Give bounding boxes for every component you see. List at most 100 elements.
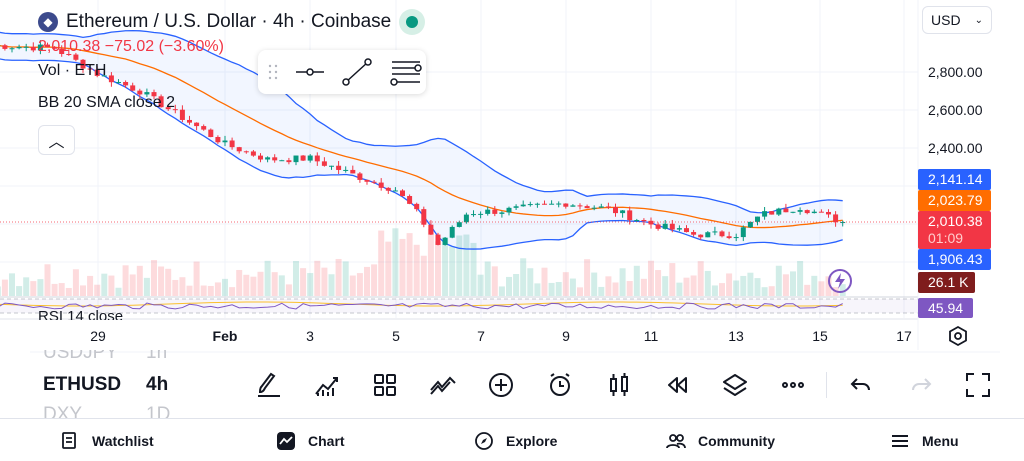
- nav-label: Chart: [308, 432, 345, 449]
- nav-menu[interactable]: Menu: [890, 420, 959, 461]
- candle: [378, 178, 384, 191]
- candle: [506, 206, 512, 216]
- volume-bar: [491, 266, 498, 296]
- candle: [23, 43, 29, 52]
- chart-settings-icon[interactable]: [947, 325, 969, 347]
- add-icon[interactable]: [486, 370, 516, 400]
- volume-bar: [527, 268, 534, 296]
- watchlist-icon: [62, 431, 76, 449]
- volume-bar: [775, 265, 782, 296]
- volume-bar: [122, 265, 129, 296]
- volume-bar: [371, 264, 378, 296]
- collapse-legend-button[interactable]: ︿: [38, 125, 75, 155]
- candle: [45, 42, 50, 48]
- volume-bar: [761, 287, 768, 296]
- horizontal-ray-icon[interactable]: [296, 62, 324, 82]
- candle: [591, 205, 597, 211]
- brush-icon[interactable]: [254, 370, 284, 400]
- watchlist-picker[interactable]: USDJPY 1h ETHUSD 4h DXY 1D: [0, 350, 240, 418]
- candle: [16, 44, 22, 50]
- patterns-icon[interactable]: [428, 370, 458, 400]
- volume-bar: [782, 274, 789, 296]
- legend-volume[interactable]: Vol · ETH: [38, 62, 107, 79]
- parallel-channel-icon[interactable]: [390, 58, 422, 86]
- candle: [392, 187, 398, 192]
- trend-line-icon[interactable]: [342, 58, 372, 86]
- nav-community[interactable]: Community: [666, 420, 775, 461]
- candle: [137, 88, 143, 99]
- indicators-icon[interactable]: [312, 370, 342, 400]
- volume-bar: [229, 287, 236, 296]
- volume-bar: [293, 261, 299, 296]
- volume-bar: [470, 242, 477, 296]
- candle: [563, 203, 569, 209]
- layout-grid-icon[interactable]: [370, 370, 400, 400]
- candle: [350, 165, 356, 174]
- drag-handle-icon[interactable]: [268, 62, 278, 82]
- volume-bar: [300, 268, 307, 296]
- volume-bar: [30, 281, 37, 296]
- volume-bar: [719, 283, 725, 296]
- date-tick: 11: [643, 328, 659, 344]
- volume-bar: [463, 234, 470, 296]
- candle: [101, 72, 107, 77]
- candle: [833, 211, 839, 227]
- replay-icon[interactable]: [662, 370, 692, 400]
- volume-bar: [257, 271, 264, 296]
- undo-icon[interactable]: [846, 370, 876, 400]
- bb-up-line: [0, 29, 843, 214]
- volume-bar: [58, 283, 65, 296]
- nav-watchlist[interactable]: Watchlist: [60, 420, 154, 461]
- candle: [776, 207, 782, 216]
- nav-chart[interactable]: Chart: [276, 420, 345, 461]
- volume-bar: [51, 283, 58, 296]
- candle: [662, 219, 668, 230]
- candle: [471, 210, 476, 217]
- date-tick: 9: [562, 328, 570, 344]
- fullscreen-icon[interactable]: [963, 370, 993, 400]
- volume-bar: [193, 261, 200, 296]
- nav-explore[interactable]: Explore: [474, 420, 557, 461]
- volume-bar: [94, 284, 101, 296]
- candle: [407, 194, 413, 205]
- date-tick: 13: [728, 328, 744, 344]
- volume-bar: [449, 246, 456, 296]
- layers-icon[interactable]: [720, 370, 750, 400]
- volume-bar: [456, 235, 463, 296]
- volume-bar: [16, 286, 23, 296]
- candle: [94, 66, 100, 78]
- volume-bar: [555, 281, 562, 296]
- volume-bar: [172, 279, 179, 296]
- volume-bar: [640, 278, 647, 296]
- candles-icon[interactable]: [604, 370, 634, 400]
- volume-bar: [328, 274, 335, 296]
- volume-bar: [285, 284, 292, 296]
- quick-action-icon[interactable]: [826, 268, 854, 294]
- volume-bar: [577, 287, 583, 296]
- volume-bar: [378, 230, 385, 296]
- volume-bar: [790, 271, 796, 296]
- candle: [421, 206, 427, 228]
- watch-interval: 1D: [146, 404, 171, 418]
- alert-icon[interactable]: [545, 370, 575, 400]
- legend-rsi[interactable]: RSI 14 close: [38, 308, 124, 320]
- candle: [733, 233, 739, 242]
- redo-icon[interactable]: [906, 370, 936, 400]
- currency-select[interactable]: USD ⌄: [922, 6, 992, 34]
- volume-bar: [754, 278, 761, 296]
- candle: [414, 202, 420, 212]
- symbol-title[interactable]: ◆ Ethereum / U.S. Dollar · 4h · Coinbase: [38, 9, 426, 35]
- candle: [215, 135, 221, 144]
- nav-label: Explore: [506, 432, 558, 449]
- candle: [499, 211, 505, 218]
- candle: [542, 200, 547, 205]
- legend-bb[interactable]: BB 20 SMA close 2: [38, 94, 175, 111]
- volume-bar: [9, 273, 15, 296]
- candle: [329, 165, 334, 170]
- candle: [634, 218, 640, 222]
- more-icon[interactable]: [778, 370, 808, 400]
- candle: [108, 72, 114, 87]
- nav-label: Watchlist: [92, 432, 154, 449]
- candle: [513, 204, 519, 211]
